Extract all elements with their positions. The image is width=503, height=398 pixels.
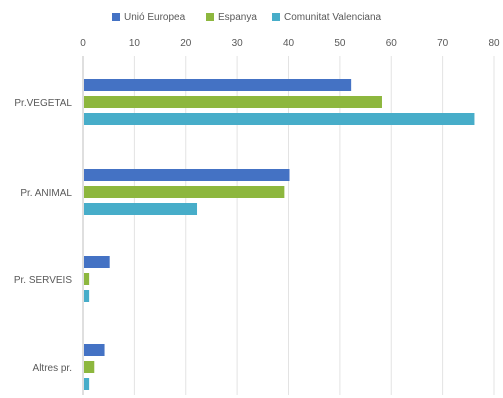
x-tick-label: 10 bbox=[129, 38, 141, 49]
legend-swatch bbox=[206, 13, 214, 21]
legend-item: Unió Europea bbox=[112, 10, 185, 24]
bar-cv bbox=[84, 113, 475, 125]
bar-espanya bbox=[84, 361, 95, 373]
legend-item: Comunitat Valenciana bbox=[272, 10, 381, 24]
legend-swatch bbox=[272, 13, 280, 21]
bar-ue bbox=[84, 256, 110, 268]
category-label: Pr. SERVEIS bbox=[14, 275, 73, 286]
category-label: Pr. ANIMAL bbox=[20, 188, 72, 199]
x-tick-label: 30 bbox=[232, 38, 244, 49]
bar-espanya bbox=[84, 273, 90, 285]
x-tick-label: 70 bbox=[437, 38, 449, 49]
legend-label: Comunitat Valenciana bbox=[284, 11, 382, 23]
bar-espanya bbox=[84, 96, 382, 108]
x-tick-label: 20 bbox=[180, 38, 192, 49]
bar-cv bbox=[84, 203, 198, 215]
bar-cv bbox=[84, 290, 90, 302]
x-tick-label: 50 bbox=[334, 38, 346, 49]
category-label: Pr.VEGETAL bbox=[14, 98, 72, 109]
x-tick-label: 40 bbox=[283, 38, 295, 49]
bar-cv bbox=[84, 378, 90, 390]
bar-espanya bbox=[84, 186, 285, 198]
x-tick-label: 80 bbox=[488, 38, 500, 49]
legend-swatch bbox=[112, 13, 120, 21]
legend-label: Unió Europea bbox=[124, 11, 186, 23]
bar-ue bbox=[84, 169, 290, 181]
legend: Unió Europea Espanya Comunitat Valenciana bbox=[0, 8, 503, 26]
x-tick-label: 0 bbox=[80, 38, 86, 49]
bar-ue bbox=[84, 344, 105, 356]
x-tick-label: 60 bbox=[386, 38, 398, 49]
legend-label: Espanya bbox=[218, 11, 257, 23]
bar-ue bbox=[84, 79, 352, 91]
legend-item: Espanya bbox=[206, 10, 257, 24]
category-label: Altres pr. bbox=[33, 363, 72, 374]
